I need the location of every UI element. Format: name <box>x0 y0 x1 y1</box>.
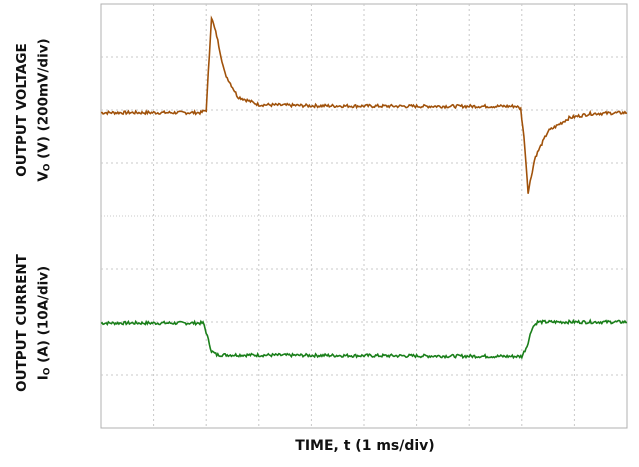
current-axis-label-line2: IO (A) (10A/div) <box>35 265 53 381</box>
voltage-axis-label-line2: VO (V) (200mV/div) <box>35 38 53 182</box>
current-axis-label-line1: OUTPUT CURRENT <box>14 254 30 392</box>
time-axis-label: TIME, t (1 ms/div) <box>295 438 435 454</box>
voltage-trace <box>100 15 628 194</box>
voltage-axis-label-line1: OUTPUT VOLTAGE <box>14 43 30 177</box>
grid-lines <box>101 4 627 428</box>
current-trace <box>100 318 628 360</box>
